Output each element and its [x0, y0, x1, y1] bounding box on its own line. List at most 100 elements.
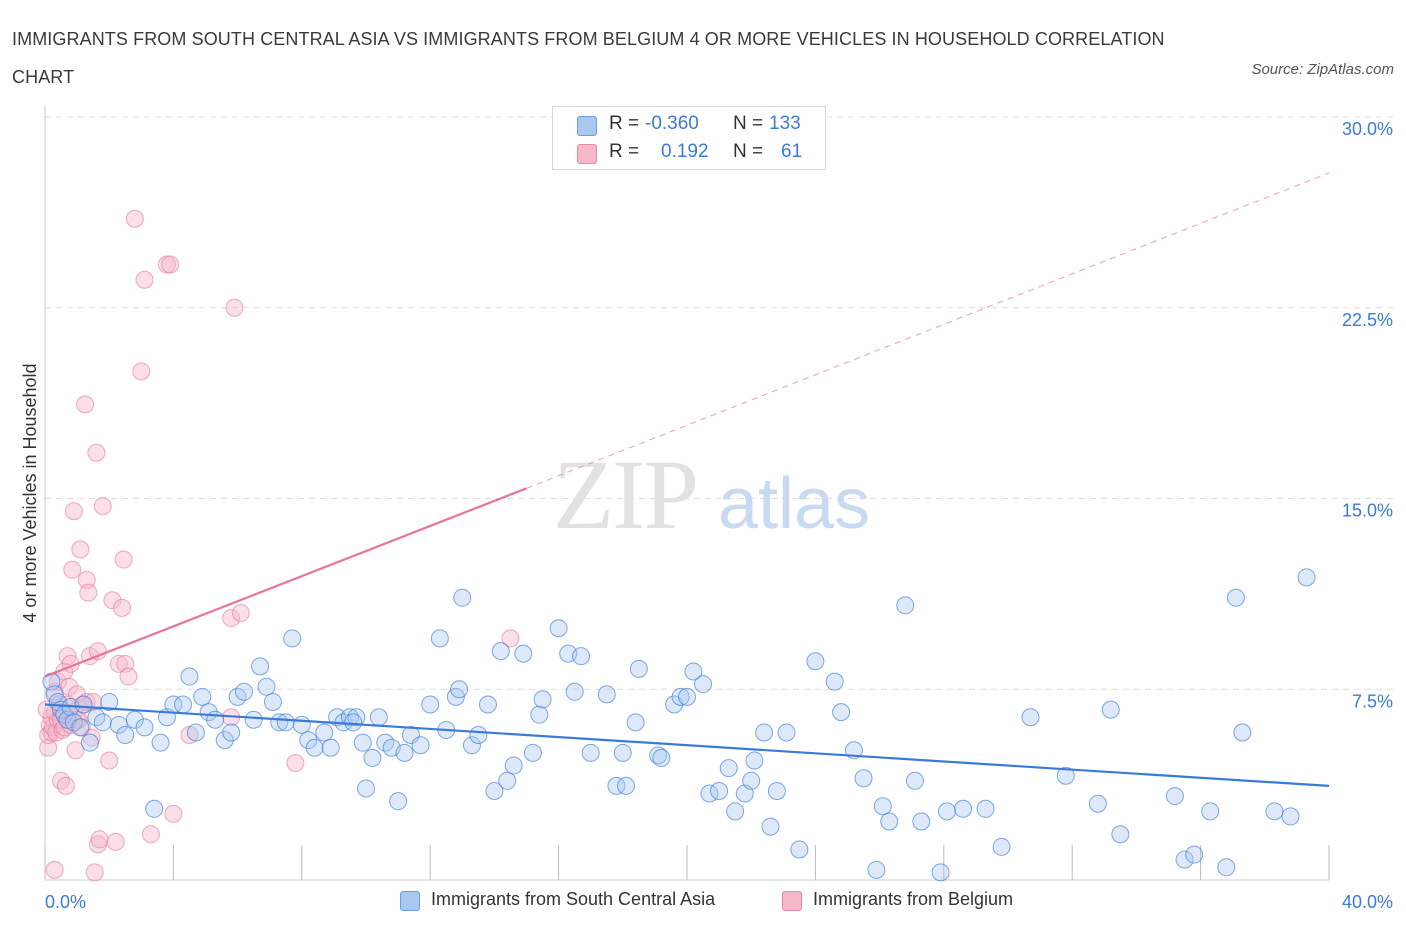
south-central-asia-point	[80, 733, 99, 752]
source-label: Source: ZipAtlas.com	[1251, 61, 1394, 78]
south-central-asia-point	[411, 736, 430, 755]
south-central-asia-point	[607, 776, 626, 795]
south-central-asia-point	[880, 812, 899, 831]
belgium-point	[63, 560, 82, 579]
grid-lines	[45, 116, 1395, 690]
south-central-asia-point	[514, 644, 533, 663]
trend-line-south-central-asia	[44, 703, 1330, 787]
belgium-point	[39, 738, 58, 757]
south-central-asia-point	[251, 657, 270, 676]
south-central-asia-point	[976, 799, 995, 818]
belgium-point	[90, 830, 109, 849]
belgium-point	[85, 863, 104, 882]
south-central-asia-point	[453, 588, 472, 607]
south-central-asia-point	[344, 713, 363, 732]
belgium-point	[109, 654, 128, 673]
belgium-point	[119, 667, 138, 686]
south-central-asia-point	[790, 840, 809, 859]
watermark-atlas: atlas	[718, 464, 870, 544]
y-tick-label: 22.5%	[1342, 310, 1393, 330]
bottom-legend-label-blue: Immigrants from South Central Asia	[431, 889, 716, 909]
axes	[44, 105, 1330, 881]
legend-r-value: -0.360	[645, 113, 699, 134]
south-central-asia-point	[430, 629, 449, 648]
belgium-point	[161, 255, 180, 274]
belgium-point	[87, 443, 106, 462]
south-central-asia-point	[504, 756, 523, 775]
south-central-asia-point	[478, 695, 497, 714]
south-central-asia-point	[180, 667, 199, 686]
legend-r-label: R =	[609, 113, 640, 134]
south-central-asia-point	[199, 703, 218, 722]
south-central-asia-point	[109, 715, 128, 734]
belgium-point	[79, 583, 98, 602]
south-central-asia-point	[761, 817, 780, 836]
south-central-asia-point	[617, 776, 636, 795]
south-central-asia-point	[649, 746, 668, 765]
y-tick-label: 7.5%	[1352, 691, 1393, 711]
x-tick-label: 0.0%	[45, 892, 86, 912]
south-central-asia-point	[867, 860, 886, 879]
south-central-asia-point	[825, 672, 844, 691]
south-central-asia-point	[369, 708, 388, 727]
south-central-asia-point	[806, 652, 825, 671]
south-central-asia-point	[629, 659, 648, 678]
south-central-asia-point	[340, 708, 359, 727]
legend-n-label: N =	[733, 113, 764, 134]
belgium-point	[93, 497, 112, 516]
south-central-asia-point	[257, 677, 276, 696]
south-central-asia-point	[652, 748, 671, 767]
south-central-asia-point	[135, 718, 154, 737]
south-central-asia-point	[581, 743, 600, 762]
belgium-point	[106, 832, 125, 851]
belgium-point	[103, 591, 122, 610]
belgium-point	[76, 395, 95, 414]
south-central-asia-point	[1056, 766, 1075, 785]
south-central-asia-point	[694, 675, 713, 694]
south-central-asia-point	[244, 710, 263, 729]
south-central-asia-point	[565, 682, 584, 701]
south-central-asia-point	[186, 723, 205, 742]
legend-r-label: R =	[609, 141, 640, 162]
south-central-asia-point	[145, 799, 164, 818]
belgium-point	[100, 751, 119, 770]
south-central-asia-point	[1226, 588, 1245, 607]
belgium-point	[66, 741, 85, 760]
trend-line-belgium	[44, 487, 527, 678]
south-central-asia-point	[626, 713, 645, 732]
legend-swatch-pink	[577, 144, 597, 164]
south-central-asia-point	[530, 705, 549, 724]
south-central-asia-point	[745, 751, 764, 770]
y-axis-label: 4 or more Vehicles in Household	[20, 363, 40, 622]
legend-n-value: 133	[769, 113, 801, 134]
south-central-asia-point	[357, 779, 375, 798]
south-central-asia-point	[1185, 845, 1204, 864]
south-central-asia-point	[854, 769, 873, 788]
south-central-asia-point	[389, 792, 408, 811]
belgium-point	[501, 629, 520, 648]
chart-title: IMMIGRANTS FROM SOUTH CENTRAL ASIA VS IM…	[12, 29, 1165, 87]
south-central-asia-point	[292, 715, 311, 734]
south-central-asia-point	[151, 733, 170, 752]
belgium-point	[56, 776, 75, 795]
south-central-asia-point	[992, 837, 1011, 856]
belgium-point	[125, 209, 144, 228]
south-central-asia-point	[116, 726, 135, 745]
south-central-asia-point	[215, 731, 234, 750]
tick-labels: 7.5% 15.0% 22.5% 30.0% 0.0% 40.0%	[45, 119, 1393, 912]
south-central-asia-point	[873, 797, 892, 816]
south-central-asia-point	[193, 687, 212, 706]
belgium-point	[52, 771, 71, 790]
south-central-asia-point	[174, 695, 193, 714]
south-central-asia-point	[283, 629, 302, 648]
south-central-asia-point	[726, 802, 745, 821]
belgium-point	[71, 540, 90, 559]
south-central-asia-point	[100, 692, 119, 711]
south-central-asia-point	[450, 680, 469, 699]
bottom-legend-label-pink: Immigrants from Belgium	[813, 889, 1014, 909]
south-central-asia-point	[222, 723, 241, 742]
south-central-asia-point	[491, 642, 510, 661]
series-belgium-points	[37, 209, 520, 882]
south-central-asia-point	[1201, 802, 1220, 821]
